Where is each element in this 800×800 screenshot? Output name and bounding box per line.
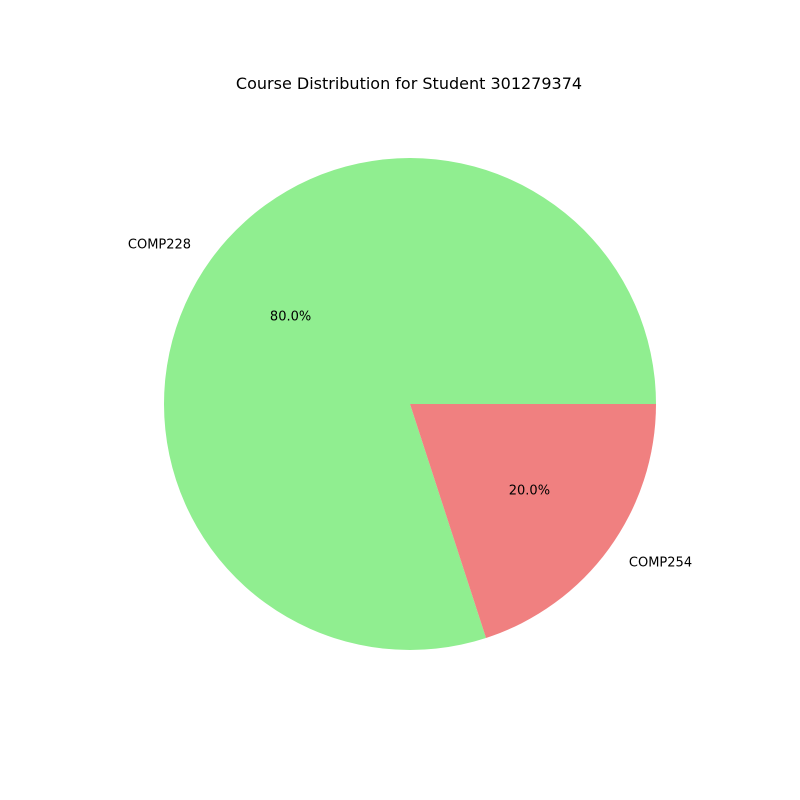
percent-label-comp254: 20.0% — [509, 483, 550, 498]
slice-label-comp228: COMP228 — [128, 237, 191, 252]
pie-slices — [163, 158, 656, 651]
slice-label-comp254: COMP254 — [629, 556, 692, 571]
chart-title: Course Distribution for Student 30127937… — [236, 74, 582, 93]
pie-slice-comp254 — [410, 404, 656, 638]
pie-labels: COMP228 80.0% COMP254 20.0% — [128, 237, 692, 570]
pie-slice-comp228 — [163, 158, 656, 651]
percent-label-comp228: 80.0% — [270, 310, 311, 325]
